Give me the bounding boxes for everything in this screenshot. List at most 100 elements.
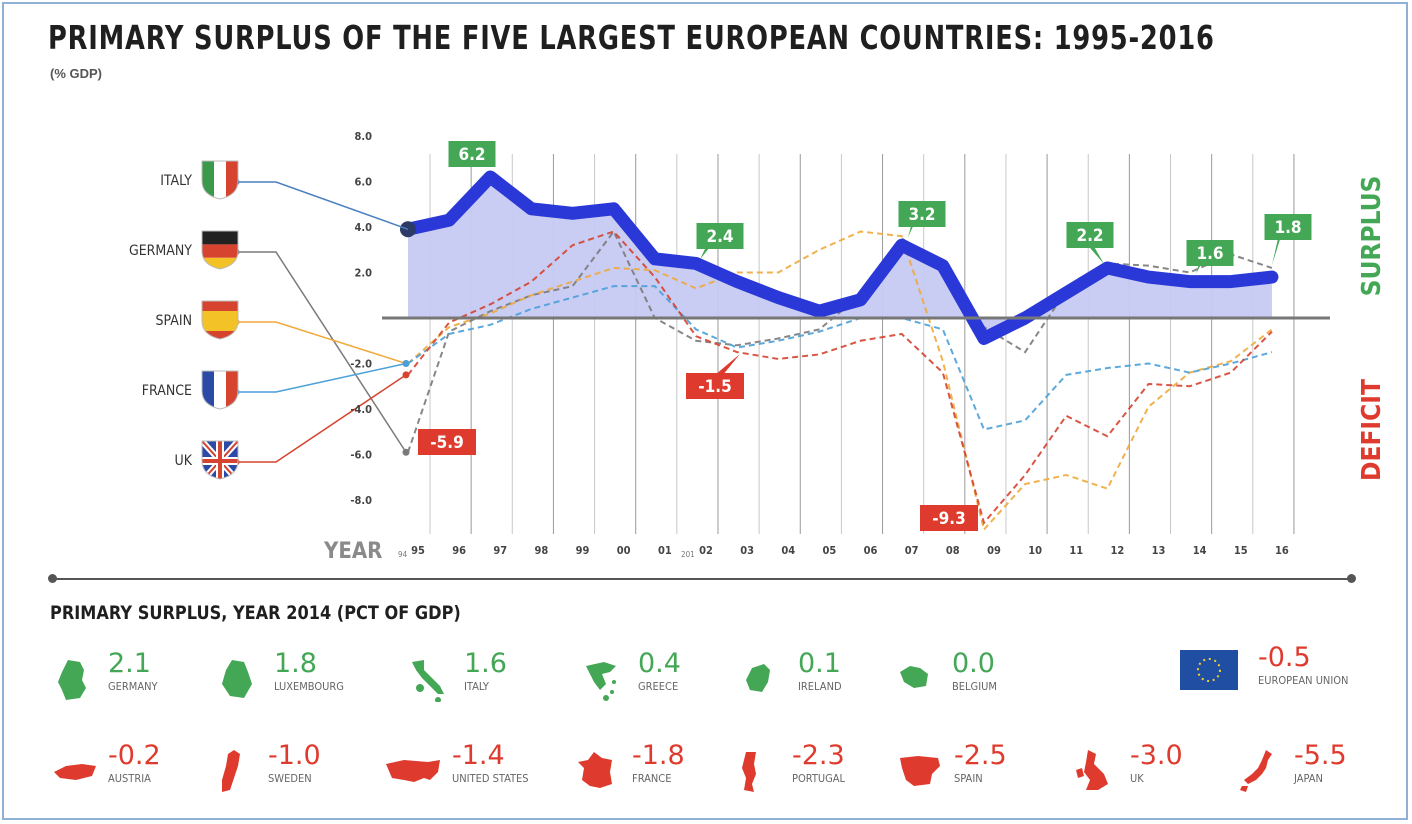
tile-united-states: -1.4 UNITED STATES (384, 740, 554, 804)
callout-box (1186, 240, 1234, 266)
tile-spain: -2.5 SPAIN (898, 740, 1068, 804)
x-tick-label: 96 (452, 544, 466, 557)
tile-luxembourg: 1.8 LUXEMBOURG (218, 648, 388, 712)
tile-value: -1.4 (452, 740, 505, 771)
tile-value: -3.0 (1130, 740, 1183, 771)
tile-value: -2.5 (954, 740, 1007, 771)
belgium-map-icon (900, 666, 928, 688)
uk-map-icon (1076, 750, 1108, 790)
legend-label: UK (175, 453, 193, 469)
x-tick-label: 04 (781, 544, 795, 557)
callout-box (1264, 214, 1312, 240)
callout-label: 1.6 (1196, 244, 1223, 264)
tiny-year-94: 94 (398, 550, 408, 559)
callout-pointer (1196, 247, 1204, 274)
callout-surplus: 1.6 (1186, 240, 1234, 274)
y-tick-label: 4.0 (354, 221, 372, 234)
x-tick-label: 02 (699, 544, 713, 557)
callout-box (1066, 222, 1114, 248)
germany-series-line (407, 229, 1273, 453)
tile-value: -1.8 (632, 740, 685, 771)
x-tick-label: 05 (823, 544, 837, 557)
tile-belgium: 0.0 BELGIUM (896, 648, 1066, 712)
y-tick-label: 6.0 (354, 176, 372, 189)
austria-map-icon (54, 764, 96, 780)
italy-map-icon (412, 660, 444, 702)
tile-name: GERMANY (108, 680, 158, 693)
callout-label: 1.8 (1274, 218, 1301, 238)
tile-name: FRANCE (632, 772, 672, 785)
chart-title: PRIMARY SURPLUS OF THE FIVE LARGEST EURO… (48, 18, 1215, 57)
tile-european-union: -0.5 EUROPEAN UNION (1180, 642, 1380, 706)
callout-box (920, 505, 978, 531)
tile-name: EUROPEAN UNION (1258, 674, 1349, 687)
x-tick-label: 13 (1152, 544, 1166, 557)
callout-label: 2.2 (1076, 226, 1103, 246)
callout-label: -1.5 (698, 377, 731, 397)
tile-value: -2.3 (792, 740, 845, 771)
y-tick-label: -4.0 (350, 403, 372, 416)
tile-name: BELGIUM (952, 680, 997, 693)
tiny-year-2001: 201 (681, 550, 695, 559)
x-tick-label: 97 (493, 544, 507, 557)
callout-deficit: -9.3 (920, 505, 978, 531)
series-start-dot (402, 360, 410, 367)
tile-value: 0.4 (638, 648, 681, 679)
x-tick-label: 98 (535, 544, 549, 557)
callout-surplus: 3.2 (898, 201, 946, 238)
italy-area (408, 176, 1272, 339)
x-tick-label: 99 (576, 544, 590, 557)
legend-connector (236, 321, 407, 365)
tile-japan: -5.5 JAPAN (1238, 740, 1406, 804)
gridlines (429, 154, 1295, 534)
italy-area-fill (408, 176, 1272, 339)
divider-dot-left (48, 574, 57, 583)
callout-deficit: -5.9 (418, 429, 476, 455)
callout-box (898, 201, 946, 227)
y-tick-label: 8.0 (354, 130, 372, 143)
tile-value: 1.8 (274, 648, 317, 679)
callout-label: 6.2 (458, 145, 485, 165)
tile-austria: -0.2 AUSTRIA (52, 740, 222, 804)
y-tick-label: 2.0 (354, 267, 372, 280)
callout-surplus: 2.4 (696, 223, 744, 260)
section-divider (52, 578, 1352, 580)
france-map-icon (578, 752, 612, 788)
callout-deficit: -1.5 (686, 354, 744, 399)
x-tick-label: 08 (946, 544, 960, 557)
tile-portugal: -2.3 PORTUGAL (736, 740, 906, 804)
callout-box (686, 373, 744, 399)
tile-value: 2.1 (108, 648, 151, 679)
callouts: 6.2 2.4 3.2 2.2 1.6 1.8 -5.9 -1.5 -9.3 (418, 141, 1312, 531)
line-chart: ITALY GERMANY SPAIN FRANCE UK 8.0 6.0 4.0 2.0 -2… (129, 130, 1387, 564)
france-series-line (407, 285, 1273, 431)
tile-value: 0.1 (798, 648, 841, 679)
france-flag (201, 370, 239, 410)
greece-map-icon (586, 662, 616, 701)
x-tick-label: 12 (1110, 544, 1124, 557)
deficit-label: DEFICIT (1357, 379, 1387, 481)
legend-label: FRANCE (142, 383, 192, 399)
callout-surplus: 6.2 (448, 141, 496, 167)
chart-legend: ITALY GERMANY SPAIN FRANCE UK (129, 160, 410, 480)
x-tick-label: 15 (1234, 544, 1248, 557)
x-tick-label: 95 (411, 544, 425, 557)
surplus-label: SURPLUS (1357, 176, 1387, 297)
tile-sweden: -1.0 SWEDEN (212, 740, 382, 804)
x-tick-label: 10 (1028, 544, 1042, 557)
tile-value: -0.2 (108, 740, 161, 771)
section2-title: PRIMARY SURPLUS, YEAR 2014 (PCT OF GDP) (50, 602, 461, 624)
x-tick-label: 01 (658, 544, 672, 557)
tile-name: LUXEMBOURG (274, 680, 344, 693)
x-tick-label: 07 (905, 544, 919, 557)
tile-greece: 0.4 GREECE (582, 648, 752, 712)
tile-name: ITALY (464, 680, 489, 693)
united-states-map-icon (386, 760, 440, 782)
tile-name: UK (1130, 772, 1144, 785)
tile-italy: 1.6 ITALY (408, 648, 578, 712)
eu-flag-icon (1180, 650, 1238, 690)
tile-name: IRELAND (798, 680, 842, 693)
x-tick-label: 09 (987, 544, 1001, 557)
tile-value: -5.5 (1294, 740, 1347, 771)
legend-label: ITALY (160, 173, 192, 189)
